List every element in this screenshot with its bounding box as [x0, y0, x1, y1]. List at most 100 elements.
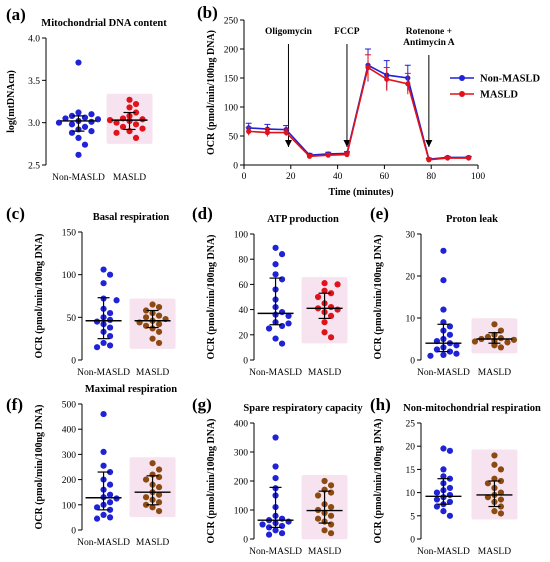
- data-point: [155, 484, 163, 491]
- data-point: [365, 64, 371, 71]
- series-masld: [245, 54, 472, 163]
- data-point: [497, 496, 505, 503]
- y-tick-label: 100: [234, 231, 249, 241]
- y-tick-label: 200: [62, 476, 77, 486]
- x-category-label: Non-MASLD: [249, 547, 302, 557]
- data-point: [265, 524, 273, 531]
- data-point: [321, 287, 328, 294]
- data-point: [100, 410, 107, 418]
- x-axis-label: Time (minutes): [328, 187, 393, 198]
- x-tick-label: 80: [426, 172, 436, 182]
- x-category-label: Non-MASLD: [77, 368, 130, 378]
- data-point: [106, 271, 114, 278]
- data-point: [93, 515, 101, 522]
- series-1: [301, 277, 348, 344]
- data-point: [446, 491, 454, 499]
- y-tick-label: 80: [239, 256, 249, 266]
- panel-f: (f) Maximal respiration 0 100 200 300 400 500 OC…: [6, 384, 177, 548]
- data-point: [334, 306, 341, 313]
- y-tick-label: 300: [234, 449, 249, 459]
- chart-title: Proton leak: [446, 214, 498, 225]
- data-point: [491, 508, 498, 515]
- x-tick-label: 0: [242, 172, 247, 182]
- data-point: [155, 466, 163, 473]
- legend-label: Non-MASLD: [480, 74, 541, 85]
- data-point: [444, 155, 451, 161]
- data-point: [81, 141, 89, 148]
- data-point: [155, 508, 163, 515]
- data-point: [272, 463, 279, 470]
- x-category-label: Non-MASLD: [77, 538, 130, 548]
- x-category-label: MASLD: [308, 547, 341, 557]
- legend-swatch-marker: [459, 91, 465, 97]
- y-tick-label: 400: [62, 426, 77, 436]
- data-point: [106, 491, 114, 498]
- annotation-label: Antimycin A: [403, 38, 455, 48]
- series-1: [129, 298, 176, 349]
- data-point: [272, 271, 279, 278]
- data-point: [446, 331, 454, 338]
- data-point: [106, 468, 114, 476]
- data-point: [484, 494, 492, 501]
- data-point: [327, 334, 335, 341]
- y-axis-label: OCR (pmol/min/100ng DNA): [206, 418, 217, 543]
- panel-letter: (c): [6, 204, 25, 223]
- annotation-label: Rotenone +: [406, 27, 452, 37]
- data-point: [321, 280, 328, 287]
- data-point: [265, 531, 273, 538]
- y-tick-label: 200: [224, 46, 239, 56]
- y-tick-label: 20: [239, 331, 249, 341]
- y-tick-label: 2.5: [28, 162, 40, 172]
- y-tick-label: 300: [62, 451, 77, 461]
- data-point: [285, 518, 292, 525]
- y-tick-label: 15: [406, 466, 416, 476]
- y-tick-label: 100: [62, 501, 77, 511]
- series-line: [248, 64, 469, 161]
- panel-d: (d) ATP production 0 20 40 60 80 100 OCR (pmol/m…: [192, 204, 348, 378]
- data-point: [272, 475, 279, 482]
- data-point: [149, 504, 156, 511]
- y-tick-label: 500: [62, 401, 77, 411]
- y-tick-label: 0: [410, 357, 415, 367]
- x-category-label: Non-MASLD: [52, 173, 105, 183]
- y-tick-label: 4.0: [28, 35, 40, 45]
- data-point: [272, 261, 279, 268]
- data-point: [453, 350, 460, 357]
- data-point: [327, 521, 335, 528]
- data-point: [491, 475, 498, 482]
- injection-annotation: FCCP: [334, 27, 360, 147]
- data-point: [446, 498, 454, 505]
- y-axis-label: OCR (pmol/min/100ng DNA): [206, 234, 217, 359]
- y-tick-label: 10: [406, 489, 416, 499]
- panel-e: (e) Proton leak 0 10 20 30 OCR (pmol/min/100ng…: [370, 204, 518, 378]
- y-tick-label: 0: [243, 536, 248, 546]
- data-point: [106, 499, 114, 506]
- data-point: [88, 111, 95, 118]
- data-point: [149, 335, 156, 342]
- data-point: [433, 489, 441, 496]
- data-point: [325, 152, 331, 158]
- data-point: [278, 530, 286, 537]
- data-point: [497, 477, 505, 485]
- panel-letter: (f): [6, 395, 23, 414]
- series-0: [55, 59, 102, 158]
- data-point: [327, 489, 335, 496]
- y-tick-label: 25: [406, 420, 416, 430]
- data-point: [433, 496, 441, 503]
- data-point: [510, 336, 518, 343]
- data-point: [142, 314, 150, 321]
- data-point: [139, 125, 146, 132]
- data-point: [155, 303, 163, 311]
- y-tick-label: 20: [406, 273, 416, 283]
- data-point: [106, 514, 114, 521]
- data-point: [446, 512, 454, 519]
- x-tick-label: 20: [286, 172, 296, 182]
- data-point: [314, 293, 322, 301]
- data-point: [106, 316, 114, 323]
- y-tick-label: 50: [229, 133, 239, 143]
- x-category-label: MASLD: [308, 368, 341, 378]
- data-point: [106, 342, 114, 349]
- injection-annotation: Rotenone +Antimycin A: [403, 27, 455, 147]
- data-point: [440, 247, 447, 254]
- data-point: [100, 448, 107, 455]
